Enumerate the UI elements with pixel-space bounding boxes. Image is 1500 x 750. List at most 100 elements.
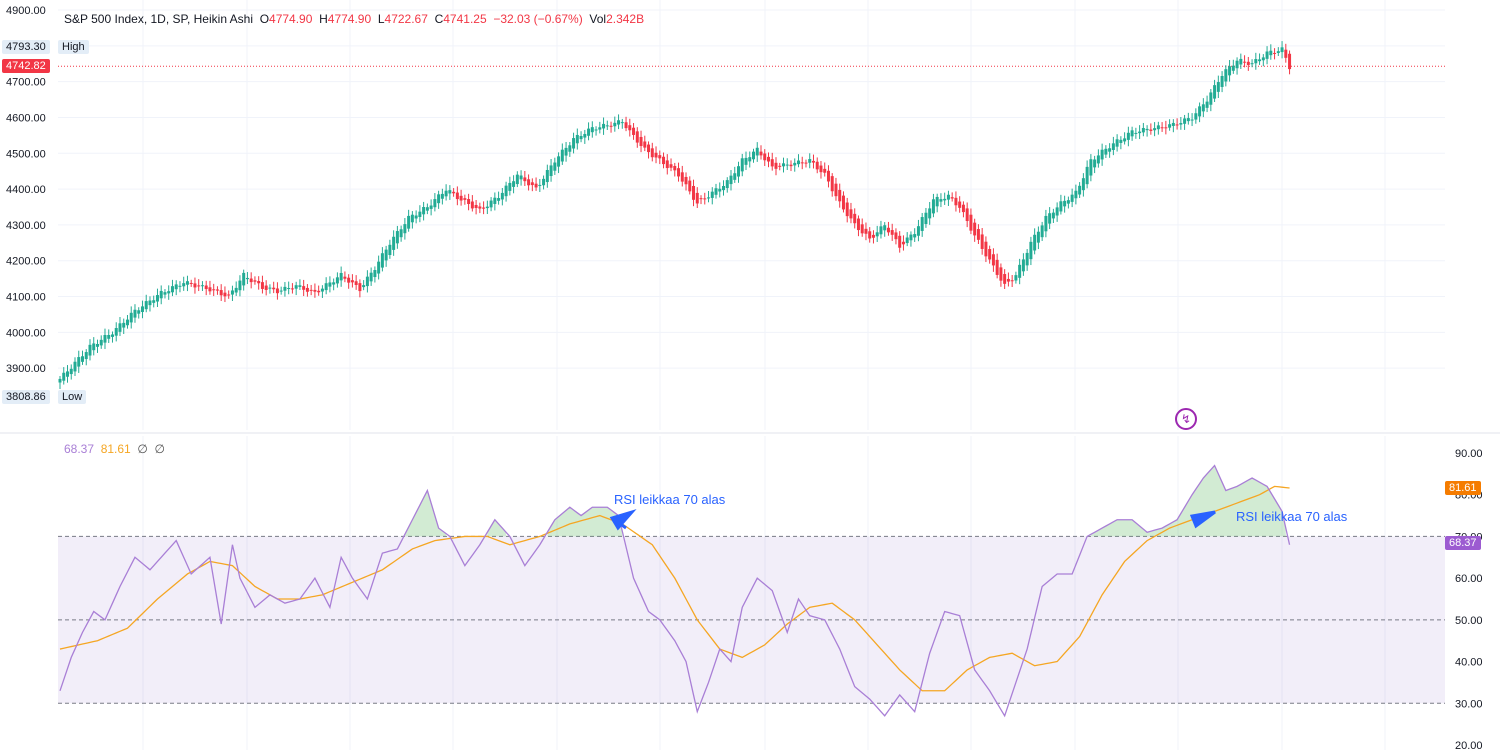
candle-body xyxy=(125,319,129,326)
candle-body xyxy=(684,176,688,185)
low-price-value: 3808.86 xyxy=(6,391,46,403)
candle-body xyxy=(1201,104,1205,112)
candle-body xyxy=(778,165,782,167)
candle-body xyxy=(298,285,302,287)
open-label: O xyxy=(259,12,270,26)
candle-body xyxy=(1021,259,1025,272)
candle-body xyxy=(1198,106,1202,117)
candle-body xyxy=(980,234,984,249)
candle-body xyxy=(1265,51,1269,59)
candle-body xyxy=(920,217,924,231)
change-value: −32.03 (−0.67%) xyxy=(493,12,583,26)
candle-body xyxy=(770,159,774,167)
candle-body xyxy=(935,196,939,207)
candle-body xyxy=(362,285,366,288)
price-tick-label: 4600.00 xyxy=(6,112,46,124)
volume-label: Vol xyxy=(589,12,607,26)
candle-body xyxy=(200,285,204,287)
candle-body xyxy=(204,285,208,290)
candle-body xyxy=(617,120,621,125)
volume-value: 2.342B xyxy=(606,12,645,26)
candle-body xyxy=(650,148,654,158)
candle-body xyxy=(729,175,733,185)
candle-body xyxy=(800,162,804,164)
current-price-tag: 4742.82 xyxy=(2,59,50,73)
candle-body xyxy=(860,224,864,234)
candle-body xyxy=(815,161,819,170)
candle-body xyxy=(995,259,999,275)
alert-icon[interactable]: ↯ xyxy=(1175,408,1197,430)
rsi-tick-label: 40.00 xyxy=(1455,657,1483,669)
candle-body xyxy=(766,156,770,162)
candle-body xyxy=(1269,50,1273,56)
candle-body xyxy=(1051,212,1055,219)
candle-body xyxy=(1089,159,1093,176)
candle-body xyxy=(343,276,347,279)
candle-body xyxy=(613,122,617,127)
rsi-tick-label: 30.00 xyxy=(1455,698,1483,710)
candle-body xyxy=(1081,178,1085,191)
candle-body xyxy=(388,244,392,256)
candle-body xyxy=(635,131,639,143)
candle-body xyxy=(677,168,681,177)
candle-body xyxy=(722,185,726,191)
candle-body xyxy=(354,281,358,285)
candle-body xyxy=(647,144,651,153)
candle-body xyxy=(1258,59,1262,62)
candle-body xyxy=(152,300,156,303)
candle-body xyxy=(1018,264,1022,278)
candle-body xyxy=(1093,159,1097,168)
low-label-text: Low xyxy=(62,391,83,403)
candle-body xyxy=(781,163,785,167)
candle-body xyxy=(954,197,958,206)
candle-body xyxy=(1100,149,1104,160)
candle-body xyxy=(455,192,459,200)
price-tick-label: 4000.00 xyxy=(6,327,46,339)
candle-body xyxy=(710,191,714,198)
candle-body xyxy=(961,204,965,213)
current-price-value: 4742.82 xyxy=(6,60,46,72)
candle-body xyxy=(808,159,812,163)
chart-header: S&P 500 Index, 1D, SP, Heikin Ashi O4774… xyxy=(64,12,644,26)
price-tick-label: 4700.00 xyxy=(6,77,46,89)
candle-body xyxy=(1153,128,1157,131)
price-tick-label: 4300.00 xyxy=(6,220,46,232)
candle-body xyxy=(399,229,403,238)
candle-body xyxy=(1149,129,1153,131)
candle-body xyxy=(834,183,838,197)
candle-body xyxy=(703,198,707,200)
price-tick-label: 4100.00 xyxy=(6,292,46,304)
annotation-text-1: RSI leikkaa 70 alas xyxy=(614,492,726,507)
open-value: 4774.90 xyxy=(269,12,313,26)
candle-body xyxy=(129,312,133,323)
candle-body xyxy=(1228,66,1232,76)
candle-body xyxy=(1096,155,1100,164)
candle-body xyxy=(448,190,452,194)
candle-body xyxy=(976,229,980,240)
candle-body xyxy=(958,201,962,208)
candle-body xyxy=(1055,207,1059,216)
candle-body xyxy=(763,153,767,161)
candle-body xyxy=(99,339,103,346)
candle-body xyxy=(197,285,201,287)
price-tick-label: 4400.00 xyxy=(6,184,46,196)
candle-body xyxy=(320,288,324,292)
candle-body xyxy=(632,127,636,135)
candle-body xyxy=(991,254,995,266)
candle-body xyxy=(519,175,523,180)
candle-body xyxy=(118,323,122,332)
candle-body xyxy=(759,151,763,156)
high-label: H xyxy=(319,12,328,26)
annotations xyxy=(609,509,1216,531)
rsi-ma-header-value: 81.61 xyxy=(100,442,131,456)
candle-body xyxy=(1014,275,1018,281)
close-value: 4741.25 xyxy=(443,12,487,26)
candle-body xyxy=(752,151,755,160)
candle-body xyxy=(178,285,182,287)
candle-body xyxy=(542,178,546,186)
rsi-axis-tag: 68.37 xyxy=(1445,536,1481,550)
candle-body xyxy=(493,197,497,204)
candle-body xyxy=(260,282,264,289)
